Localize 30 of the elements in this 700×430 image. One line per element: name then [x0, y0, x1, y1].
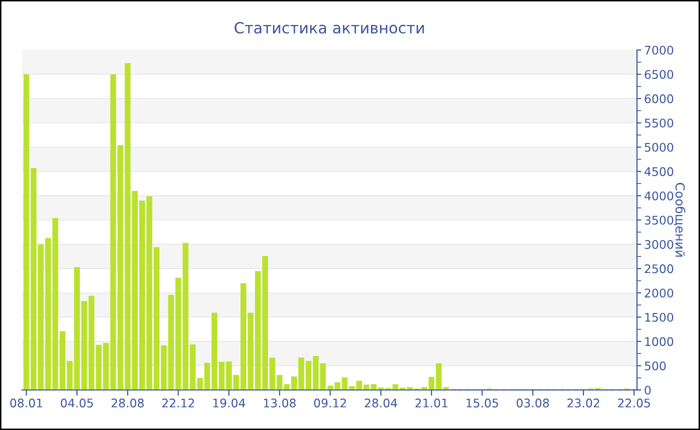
y2-tick-label: 0	[644, 386, 651, 395]
y2-axis-title: Сообщений	[674, 182, 686, 257]
y2-tick-label: 3000	[644, 240, 674, 249]
x-tick-label: 22.12	[162, 398, 194, 408]
x-tick-label: 28.08	[112, 398, 144, 408]
x-tick-label: 19.04	[213, 398, 246, 408]
x-tick-label: 22.05	[618, 398, 650, 408]
y2-tick-label: 1500	[645, 312, 674, 322]
x-tick-label: 15.05	[466, 398, 498, 408]
y2-tick-label: 6000	[644, 94, 674, 104]
y2-tick-label: 7000	[644, 46, 674, 55]
y2-tick-label: 5500	[644, 118, 674, 128]
x-tick-label: 28.04	[364, 398, 398, 408]
x-tick-label: 04.05	[60, 398, 93, 408]
y2-tick-label: 3500	[644, 216, 674, 225]
y2-tick-label: 1000	[645, 337, 674, 346]
y2-tick-label: 5000	[644, 142, 674, 152]
y2-tick-label: 500	[644, 361, 666, 370]
x-tick-label: 03.08	[516, 398, 549, 408]
x-tick-label: 21.01	[415, 398, 448, 408]
chart-title: Статистика активности	[234, 22, 424, 34]
y2-tick-label: 2000	[644, 288, 674, 298]
x-tick-label: 08.01	[10, 398, 42, 408]
y2-tick-label: 4000	[644, 191, 674, 200]
x-tick-label: 09.12	[314, 398, 346, 408]
x-tick-label: 23.02	[567, 398, 600, 408]
x-tick-label: 13.08	[264, 398, 296, 408]
y2-tick-label: 2500	[644, 264, 674, 274]
y2-tick-label: 4500	[644, 167, 674, 176]
y2-tick-label: 6500	[644, 70, 674, 79]
